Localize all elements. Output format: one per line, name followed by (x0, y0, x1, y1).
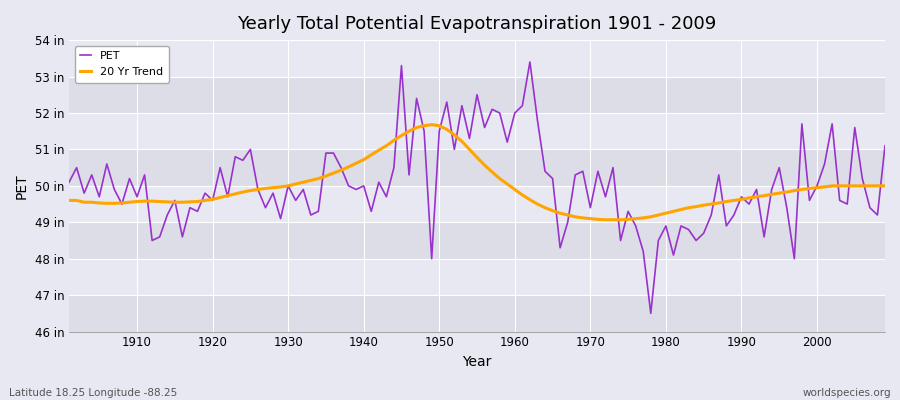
Bar (69, 40, 885, 76)
20 Yr Trend (64, 198, 75, 203)
PET (336, 165, 346, 170)
Bar (69, 259, 885, 295)
20 Yr Trend (291, 182, 302, 186)
20 Yr Trend (336, 168, 346, 172)
Text: Latitude 18.25 Longitude -88.25: Latitude 18.25 Longitude -88.25 (9, 388, 177, 398)
20 Yr Trend (616, 217, 626, 222)
PET (502, 140, 513, 144)
Title: Yearly Total Potential Evapotranspiration 1901 - 2009: Yearly Total Potential Evapotranspiratio… (238, 15, 716, 33)
Text: worldspecies.org: worldspecies.org (803, 388, 891, 398)
PET (645, 311, 656, 316)
Line: 20 Yr Trend: 20 Yr Trend (69, 125, 885, 220)
Legend: PET, 20 Yr Trend: PET, 20 Yr Trend (75, 46, 169, 82)
PET (525, 60, 535, 64)
Bar (69, 295, 885, 332)
X-axis label: Year: Year (463, 355, 491, 369)
PET (64, 180, 75, 185)
Y-axis label: PET: PET (15, 173, 29, 199)
Line: PET: PET (69, 62, 885, 313)
Bar (69, 113, 885, 150)
PET (291, 198, 302, 203)
Bar (69, 186, 885, 222)
20 Yr Trend (517, 192, 527, 197)
PET (608, 165, 618, 170)
20 Yr Trend (509, 187, 520, 192)
Bar (69, 76, 885, 113)
20 Yr Trend (427, 122, 437, 127)
Bar (69, 222, 885, 259)
20 Yr Trend (879, 184, 890, 188)
20 Yr Trend (124, 200, 135, 205)
PET (509, 110, 520, 115)
20 Yr Trend (600, 217, 611, 222)
PET (879, 143, 890, 148)
Bar (69, 150, 885, 186)
PET (124, 176, 135, 181)
